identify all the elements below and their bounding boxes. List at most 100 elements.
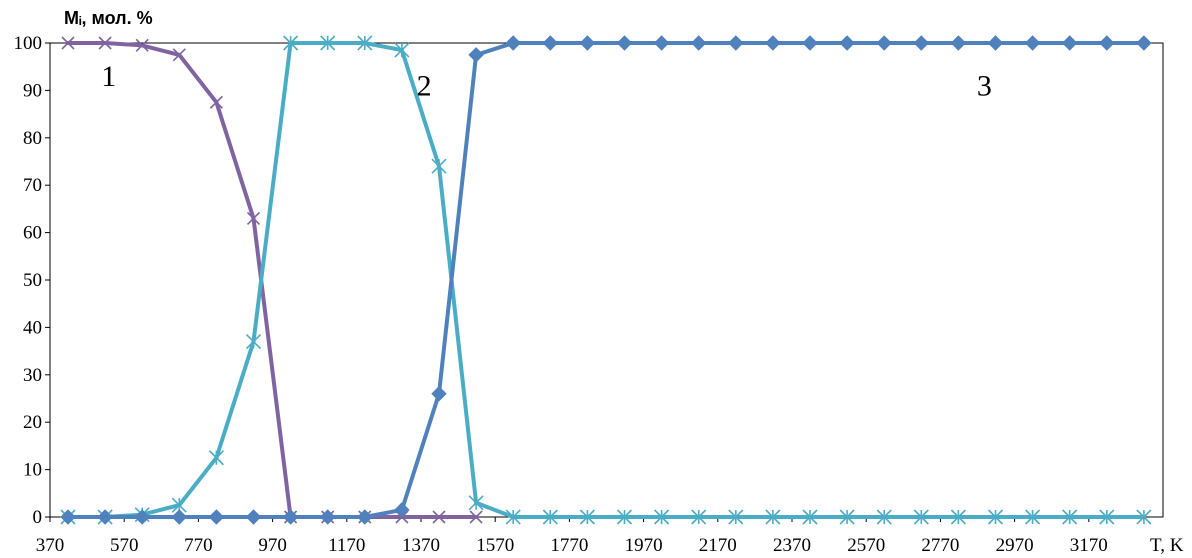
data-point-s2 [1025, 509, 1041, 525]
x-tick-label: 2770 [921, 535, 959, 556]
data-point-s2 [505, 509, 521, 525]
y-tick-label: 100 [14, 33, 43, 54]
markers-group [60, 35, 1152, 525]
data-point-s3 [245, 509, 262, 525]
asterisk-marker [505, 509, 521, 525]
diamond-marker [97, 509, 113, 525]
asterisk-marker [208, 450, 224, 466]
x-tick-label: 1770 [550, 535, 588, 556]
diamond-marker [1099, 35, 1115, 51]
data-point-s2 [765, 509, 781, 525]
diamond-marker [690, 35, 707, 51]
diamond-marker [245, 509, 262, 525]
data-point-s3 [579, 35, 596, 51]
data-point-s3 [987, 35, 1004, 51]
y-tick-label: 30 [23, 365, 42, 386]
data-point-s3 [468, 47, 484, 63]
data-point-s3 [616, 35, 633, 51]
y-tick-label: 50 [23, 270, 42, 291]
y-tick-label: 10 [23, 460, 42, 481]
data-point-s2 [320, 35, 336, 51]
asterisk-marker [542, 509, 558, 525]
data-point-s3 [802, 35, 818, 51]
diamond-marker [134, 509, 150, 525]
x-tick-label: 2170 [699, 535, 737, 556]
series-line-s1 [66, 41, 479, 519]
asterisk-marker [654, 509, 670, 525]
data-point-s3 [839, 35, 855, 51]
asterisk-marker [802, 509, 818, 525]
x-marker [135, 38, 149, 52]
diamond-marker [208, 509, 225, 525]
data-point-s2 [691, 509, 707, 525]
data-point-s1 [246, 211, 261, 225]
diamond-marker [579, 35, 596, 51]
data-point-s2 [283, 35, 299, 51]
series-line-s2 [66, 41, 1146, 519]
y-tick-label: 40 [23, 317, 42, 338]
data-point-s3 [1061, 35, 1078, 51]
diamond-marker [950, 35, 967, 51]
data-point-s3 [208, 509, 225, 525]
asterisk-marker [1136, 509, 1152, 525]
asterisk-marker [987, 509, 1004, 525]
y-tick-label: 20 [23, 412, 42, 433]
x-marker [61, 36, 75, 50]
x-tick-label: 2370 [773, 535, 811, 556]
data-point-s2 [431, 158, 447, 174]
x-tick-label: 1570 [476, 535, 514, 556]
data-point-s3 [394, 502, 410, 518]
x-tick-label: 1970 [625, 535, 663, 556]
x-marker [246, 211, 261, 225]
data-point-s3 [505, 35, 521, 51]
x-tick-label: 370 [36, 535, 65, 556]
diamond-marker [468, 47, 484, 63]
diamond-marker [319, 509, 336, 525]
diamond-marker [765, 35, 781, 51]
data-point-s3 [913, 35, 930, 51]
asterisk-marker [1062, 509, 1078, 525]
data-point-s1 [209, 95, 223, 109]
curve-annotation-1: 1 [101, 60, 116, 93]
asterisk-marker [320, 35, 336, 51]
data-point-s2 [616, 509, 633, 525]
x-tick-label: 770 [184, 535, 213, 556]
diamond-marker [1024, 35, 1041, 51]
diamond-marker [282, 509, 299, 525]
data-point-s3 [431, 386, 447, 402]
x-marker [469, 510, 483, 524]
data-point-s3 [171, 509, 188, 525]
asterisk-marker [913, 509, 929, 525]
data-point-s2 [802, 509, 818, 525]
asterisk-marker [839, 509, 855, 525]
asterisk-marker [579, 509, 595, 525]
data-point-s2 [245, 334, 262, 350]
asterisk-marker [1025, 509, 1041, 525]
annotations-group: 1 2 3 [101, 60, 992, 102]
asterisk-marker [728, 509, 744, 525]
data-point-s2 [950, 509, 966, 525]
data-point-s3 [319, 509, 336, 525]
data-point-s1 [172, 48, 186, 62]
diamond-marker [171, 509, 188, 525]
x-axis-label: T, K [1150, 535, 1184, 556]
data-point-s3 [97, 509, 113, 525]
data-point-s3 [282, 509, 299, 525]
x-tick-label: 570 [110, 535, 139, 556]
data-point-s3 [950, 35, 967, 51]
data-point-s3 [1099, 35, 1115, 51]
data-point-s1 [61, 36, 75, 50]
y-tick-label: 80 [23, 128, 42, 149]
diamond-marker [505, 35, 521, 51]
diamond-marker [394, 502, 410, 518]
diamond-marker [653, 35, 670, 51]
data-point-s2 [913, 509, 929, 525]
asterisk-marker [1099, 509, 1115, 525]
data-point-s3 [765, 35, 781, 51]
data-point-s3 [653, 35, 670, 51]
data-point-s2 [987, 509, 1004, 525]
asterisk-marker [283, 35, 299, 51]
asterisk-marker [765, 509, 781, 525]
asterisk-marker [431, 158, 447, 174]
